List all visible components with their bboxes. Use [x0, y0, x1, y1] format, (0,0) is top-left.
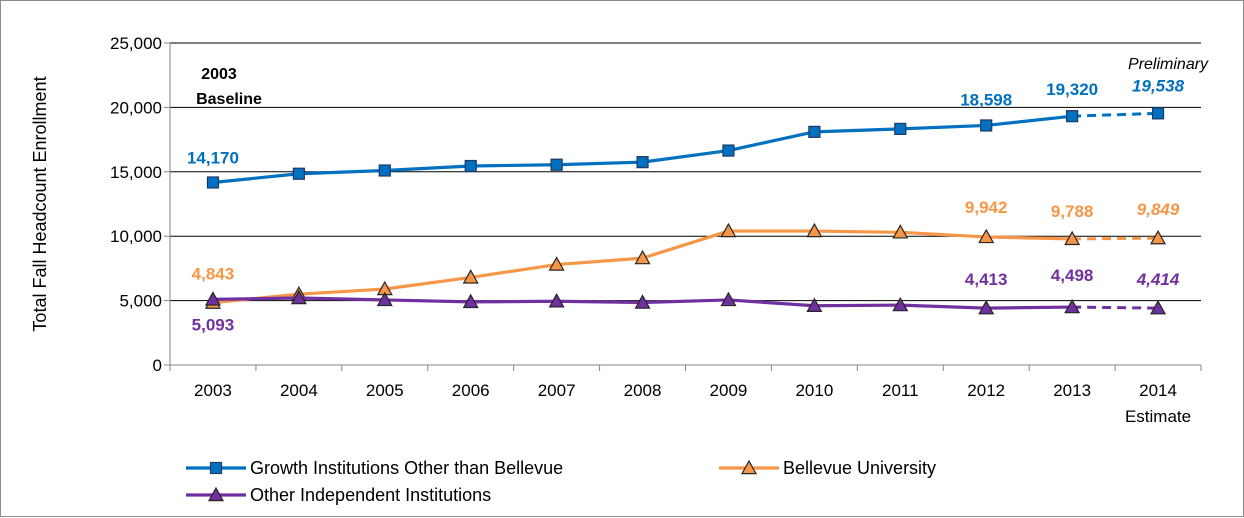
- x-tick-label: 2003: [194, 381, 232, 400]
- data-point-1-11: [1150, 229, 1167, 245]
- series-projection-1: [1072, 236, 1159, 241]
- x-tick-label: 2005: [366, 381, 404, 400]
- data-point-1-3: [462, 269, 479, 284]
- y-axis-title: Total Fall Headcount Enrollment: [30, 76, 50, 331]
- data-point-0-4: [550, 158, 563, 171]
- data-label-1-10: 9,788: [1051, 202, 1094, 221]
- preliminary-note: Preliminary: [1128, 56, 1209, 73]
- legend-label-0: Growth Institutions Other than Bellevue: [250, 458, 563, 478]
- data-point-1-8: [892, 224, 909, 239]
- baseline-note-line1: 2003: [201, 66, 237, 83]
- y-tick-label: 10,000: [110, 227, 162, 246]
- data-point-1-6: [720, 222, 737, 238]
- data-label-0-9: 18,598: [960, 90, 1012, 109]
- data-label-2-9: 4,413: [965, 270, 1008, 289]
- series-projection-2: [1072, 305, 1159, 310]
- legend-marker-2: [207, 486, 225, 502]
- legend-label-2: Other Independent Institutions: [250, 485, 491, 505]
- data-label-0-10: 19,320: [1046, 80, 1098, 99]
- x-tick-label: 2013: [1053, 381, 1091, 400]
- data-point-2-4: [548, 293, 565, 308]
- x-tick-label: 2009: [710, 381, 748, 400]
- data-point-0-0: [206, 176, 220, 189]
- x-tick-label: 2006: [452, 381, 490, 400]
- data-point-2-3: [462, 293, 479, 309]
- series-line-1: [212, 229, 1073, 305]
- baseline-note-line2: Baseline: [196, 91, 262, 108]
- y-tick-label: 0: [153, 356, 162, 375]
- data-point-2-6: [720, 291, 737, 307]
- data-point-0-2: [378, 164, 391, 177]
- data-point-2-9: [978, 299, 995, 315]
- data-point-0-3: [464, 159, 477, 173]
- data-point-0-5: [636, 156, 649, 169]
- data-point-2-10: [1064, 298, 1081, 314]
- data-point-1-5: [634, 249, 651, 265]
- data-label-2-10: 4,498: [1051, 266, 1094, 285]
- legend-label-1: Bellevue University: [783, 458, 936, 478]
- data-point-1-9: [978, 228, 995, 244]
- data-label-1-11: 9,849: [1137, 200, 1180, 219]
- data-point-1-4: [548, 256, 565, 271]
- y-tick-label: 20,000: [110, 98, 162, 117]
- data-point-0-8: [894, 122, 907, 136]
- x-tick-label: 2011: [882, 381, 919, 400]
- data-point-1-7: [806, 222, 823, 238]
- x-tick-label: 2004: [280, 381, 318, 400]
- y-tick-label: 25,000: [110, 34, 162, 53]
- data-label-1-9: 9,942: [965, 198, 1008, 217]
- data-point-0-10: [1066, 110, 1079, 123]
- data-point-2-11: [1150, 299, 1167, 315]
- data-label-0-11: 19,538: [1132, 76, 1185, 95]
- data-label-2-11: 4,414: [1136, 270, 1180, 289]
- legend-marker-0: [209, 461, 223, 475]
- series-projection-0: [1072, 111, 1159, 118]
- data-point-1-10: [1064, 230, 1081, 246]
- data-point-0-6: [722, 144, 735, 157]
- data-point-2-1: [290, 289, 307, 305]
- x-tick-label: 2014: [1139, 381, 1177, 400]
- data-point-2-0: [204, 291, 221, 306]
- data-label-2-0: 5,093: [192, 315, 235, 334]
- y-tick-label: 15,000: [110, 163, 162, 182]
- data-point-0-7: [808, 125, 821, 138]
- x-tick-label: 2010: [795, 381, 833, 400]
- data-point-2-5: [634, 294, 651, 309]
- x-tick-sublabel: Estimate: [1125, 407, 1191, 426]
- data-point-0-11: [1151, 107, 1165, 120]
- x-tick-label: 2008: [624, 381, 662, 400]
- data-point-2-2: [376, 291, 393, 307]
- y-tick-label: 5,000: [119, 292, 162, 311]
- series-line-0: [212, 114, 1073, 185]
- data-label-0-0: 14,170: [187, 148, 239, 167]
- x-tick-label: 2007: [538, 381, 576, 400]
- x-tick-label: 2012: [967, 381, 1005, 400]
- data-point-2-7: [806, 297, 823, 312]
- data-point-0-1: [292, 167, 305, 180]
- data-point-2-8: [892, 296, 909, 312]
- legend-marker-1: [740, 459, 758, 475]
- data-point-0-9: [980, 119, 993, 132]
- data-label-1-0: 4,843: [192, 265, 235, 284]
